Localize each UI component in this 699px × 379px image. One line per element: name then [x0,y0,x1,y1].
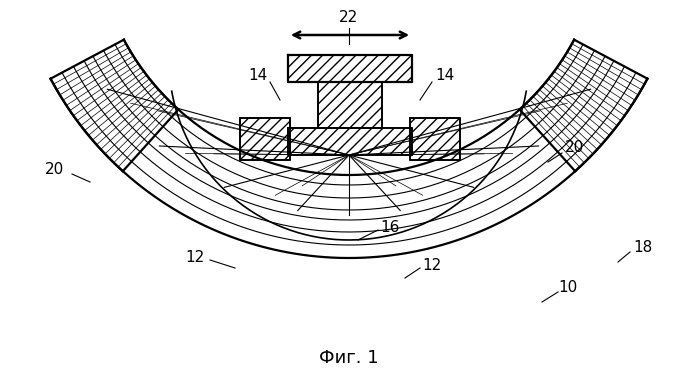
Text: 18: 18 [633,241,653,255]
Text: 20: 20 [565,141,584,155]
Text: 14: 14 [435,67,454,83]
Bar [288,128,412,155]
Text: Фиг. 1: Фиг. 1 [319,349,379,367]
Text: 12: 12 [422,257,442,273]
Text: 20: 20 [45,163,64,177]
Bar [410,118,460,160]
Bar [240,118,290,160]
Text: 22: 22 [340,11,359,25]
Text: 12: 12 [185,251,205,266]
Text: 16: 16 [380,221,400,235]
Text: 10: 10 [559,280,577,296]
Bar [288,55,412,82]
Bar [318,82,382,128]
Text: 14: 14 [248,67,268,83]
